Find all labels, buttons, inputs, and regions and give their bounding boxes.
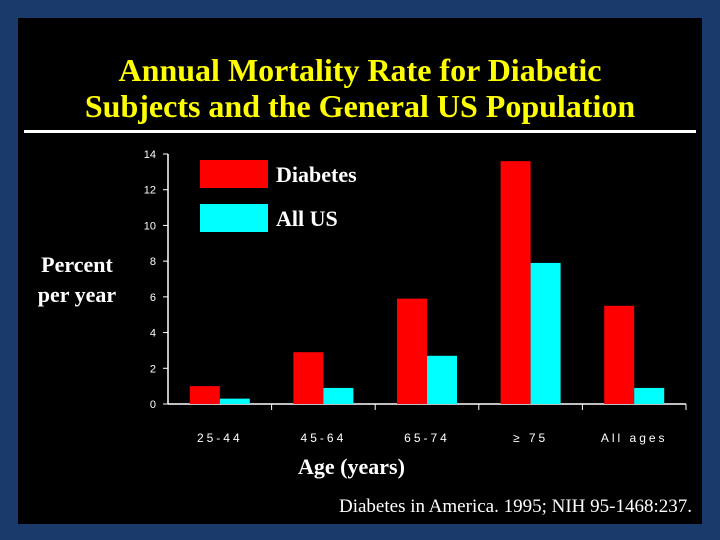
y-tick-label: 4 (150, 328, 156, 340)
y-axis-label-line-1: Percent (41, 252, 113, 277)
y-tick-label: 12 (144, 185, 156, 197)
source-citation: Diabetes in America. 1995; NIH 95-1468:2… (338, 496, 692, 517)
bar-all-us (634, 387, 665, 404)
x-tick-label: 25-44 (197, 431, 243, 445)
x-tick-label: 65-74 (404, 431, 450, 445)
y-tick-label: 2 (150, 363, 156, 375)
chart-title: Annual Mortality Rate for Diabetic Subje… (18, 52, 702, 124)
bar-diabetes (604, 305, 635, 404)
bar-all-us (219, 398, 250, 404)
y-axis-label: Percent per year (22, 250, 132, 310)
legend-label: Diabetes (276, 162, 357, 187)
title-divider (24, 130, 696, 133)
y-axis-label-line-2: per year (37, 282, 117, 307)
x-tick-label: ≥ 75 (513, 431, 548, 445)
bar-diabetes (397, 298, 427, 404)
y-tick-label: 8 (150, 256, 156, 268)
bar-all-us (530, 262, 561, 404)
y-tick-label: 0 (150, 399, 156, 411)
bar-all-us (427, 355, 457, 404)
bar-diabetes (293, 352, 324, 404)
chart-title-line-1: Annual Mortality Rate for Diabetic (118, 52, 602, 88)
bar-diabetes (500, 161, 531, 404)
x-tick-label: All ages (601, 431, 668, 445)
legend-label: All US (276, 206, 338, 231)
x-tick-label: 45-64 (301, 431, 347, 445)
y-tick-label: 10 (144, 220, 156, 232)
legend-swatch (200, 160, 268, 188)
y-tick-label: 6 (150, 292, 156, 304)
slide: Annual Mortality Rate for Diabetic Subje… (18, 18, 702, 524)
y-tick-label: 14 (144, 149, 156, 161)
chart-title-line-2: Subjects and the General US Population (84, 88, 636, 124)
legend-swatch (200, 204, 268, 232)
bar-diabetes (189, 386, 220, 404)
bar-chart: 0 2 4 6 8 10 12 14 25-44 45-64 65-74 ≥ 75 All ages Di… (144, 149, 687, 445)
bar-all-us (323, 387, 354, 404)
x-axis-label: Age (years) (298, 454, 405, 479)
